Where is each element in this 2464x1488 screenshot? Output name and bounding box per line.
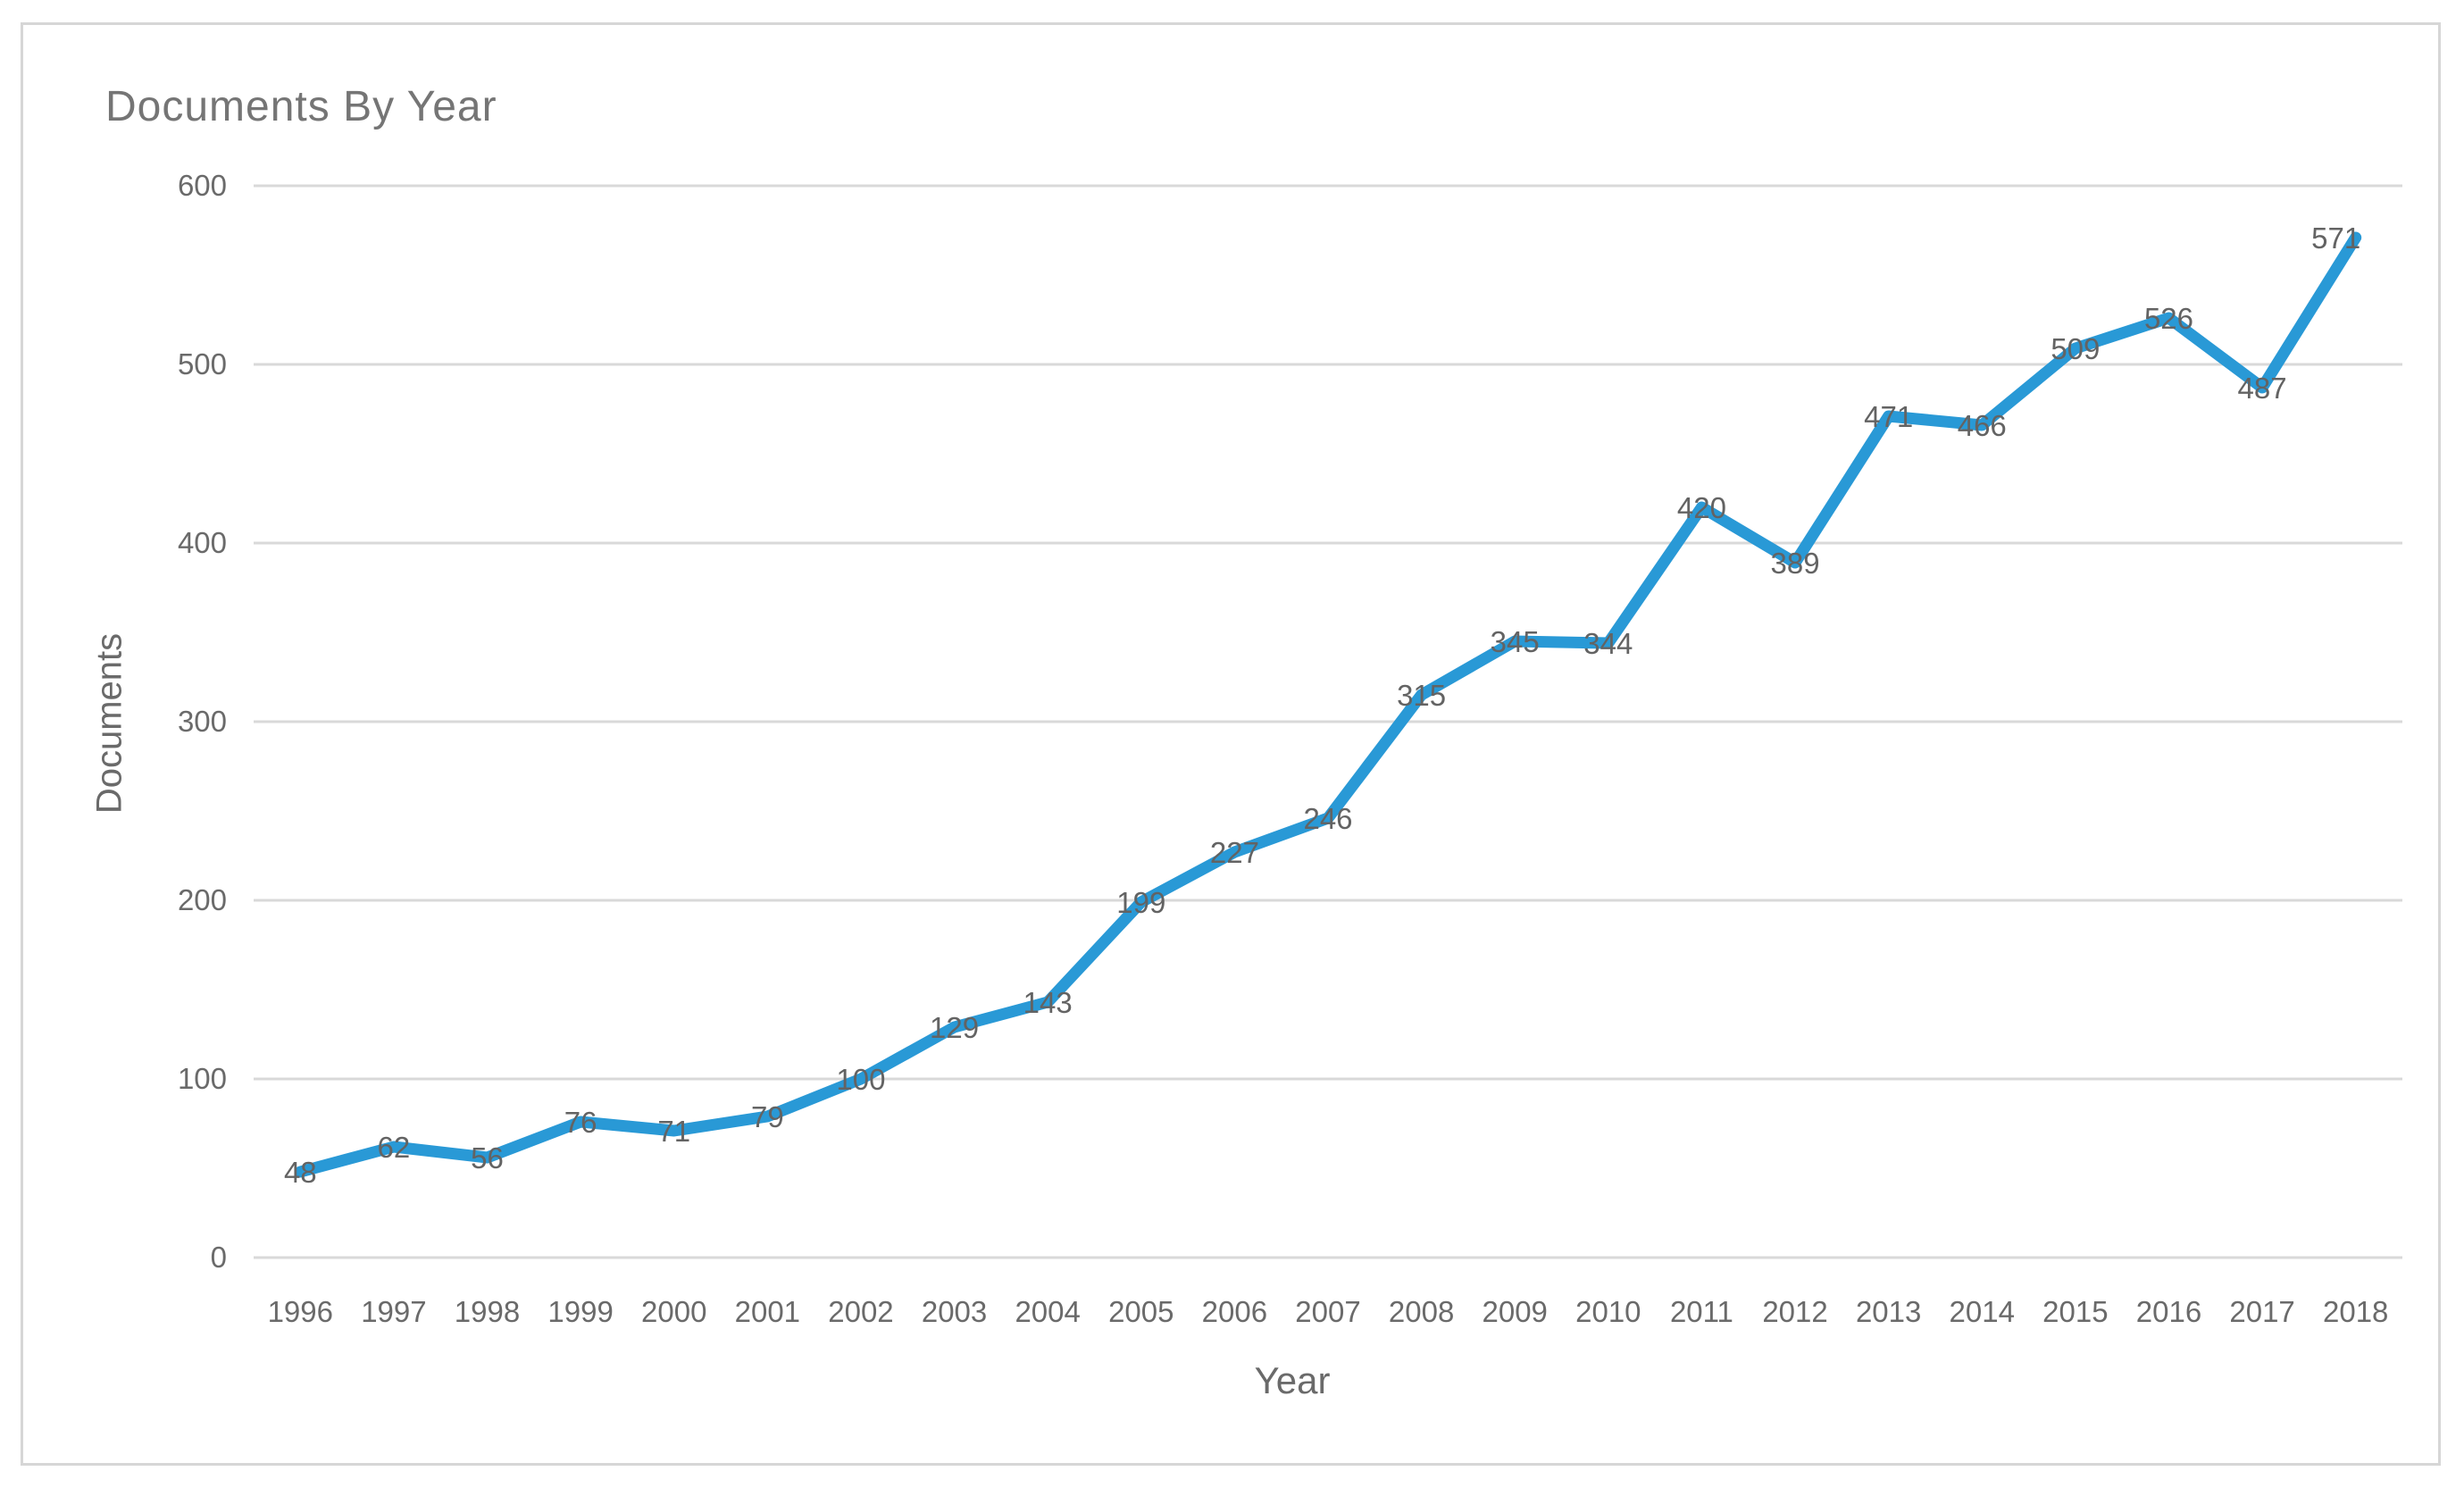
data-label: 509: [2051, 332, 2100, 365]
x-tick-label: 1999: [547, 1295, 613, 1328]
x-tick-label: 2002: [828, 1295, 893, 1328]
data-label: 571: [2311, 222, 2360, 255]
data-label: 76: [564, 1106, 597, 1139]
x-tick-label: 2013: [1856, 1295, 1921, 1328]
x-tick-label: 2009: [1483, 1295, 1548, 1328]
y-tick-label: 600: [178, 169, 227, 202]
data-label: 471: [1864, 400, 1913, 433]
data-label: 227: [1210, 836, 1259, 869]
data-label: 389: [1771, 547, 1820, 580]
x-tick-label: 2015: [2042, 1295, 2108, 1328]
data-label: 487: [2238, 372, 2287, 405]
x-axis-title: Year: [1254, 1359, 1331, 1401]
x-tick-label: 2012: [1762, 1295, 1827, 1328]
x-tick-label: 2000: [641, 1295, 706, 1328]
data-label: 62: [378, 1131, 411, 1164]
data-label: 246: [1303, 802, 1352, 835]
data-label: 48: [284, 1156, 317, 1189]
data-label: 345: [1491, 625, 1540, 658]
x-tick-label: 2001: [735, 1295, 800, 1328]
data-label: 199: [1116, 886, 1165, 919]
x-tick-label: 2003: [922, 1295, 987, 1328]
y-tick-label: 100: [178, 1062, 227, 1095]
data-label: 100: [836, 1063, 885, 1096]
x-tick-label: 2005: [1108, 1295, 1174, 1328]
y-tick-label: 500: [178, 347, 227, 380]
data-label: 420: [1677, 491, 1726, 524]
x-tick-label: 2018: [2323, 1295, 2388, 1328]
x-tick-label: 2007: [1295, 1295, 1360, 1328]
y-tick-label: 400: [178, 526, 227, 559]
y-tick-label: 300: [178, 705, 227, 738]
x-tick-label: 2016: [2136, 1295, 2201, 1328]
x-tick-label: 2010: [1575, 1295, 1641, 1328]
chart-frame: [21, 22, 2441, 1466]
x-tick-label: 2006: [1202, 1295, 1267, 1328]
y-tick-label: 0: [211, 1241, 227, 1274]
data-label: 143: [1023, 986, 1073, 1019]
data-label: 129: [930, 1011, 979, 1044]
x-tick-label: 2008: [1389, 1295, 1454, 1328]
data-label: 344: [1583, 627, 1633, 660]
data-label: 56: [471, 1141, 504, 1175]
x-tick-label: 2017: [2229, 1295, 2294, 1328]
x-tick-label: 1996: [268, 1295, 333, 1328]
x-tick-label: 2014: [1950, 1295, 2015, 1328]
data-label: 71: [657, 1115, 690, 1148]
data-label: 315: [1397, 679, 1446, 712]
data-label: 466: [1958, 409, 2007, 442]
y-tick-label: 200: [178, 883, 227, 916]
data-label: 79: [751, 1100, 784, 1133]
x-tick-label: 2011: [1670, 1295, 1733, 1328]
documents-series-line: [294, 231, 2362, 1178]
x-tick-label: 2004: [1015, 1295, 1080, 1328]
chart-title: Documents By Year: [105, 83, 497, 130]
data-label: 526: [2144, 302, 2193, 335]
x-tick-label: 1998: [455, 1295, 520, 1328]
x-tick-label: 1997: [361, 1295, 426, 1328]
